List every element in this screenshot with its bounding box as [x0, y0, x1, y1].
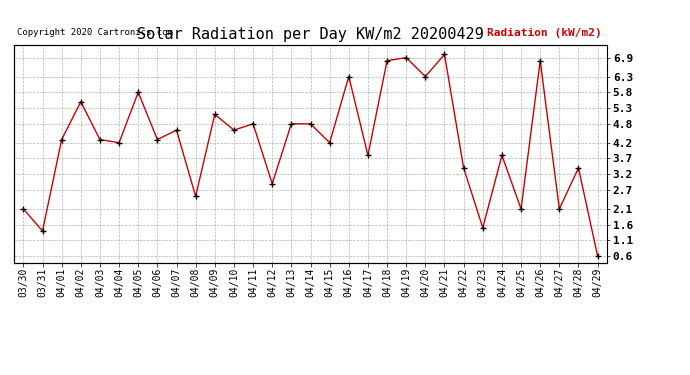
Text: Copyright 2020 Cartronics.com: Copyright 2020 Cartronics.com [17, 28, 172, 37]
Text: Radiation (kW/m2): Radiation (kW/m2) [486, 28, 601, 38]
Title: Solar Radiation per Day KW/m2 20200429: Solar Radiation per Day KW/m2 20200429 [137, 27, 484, 42]
